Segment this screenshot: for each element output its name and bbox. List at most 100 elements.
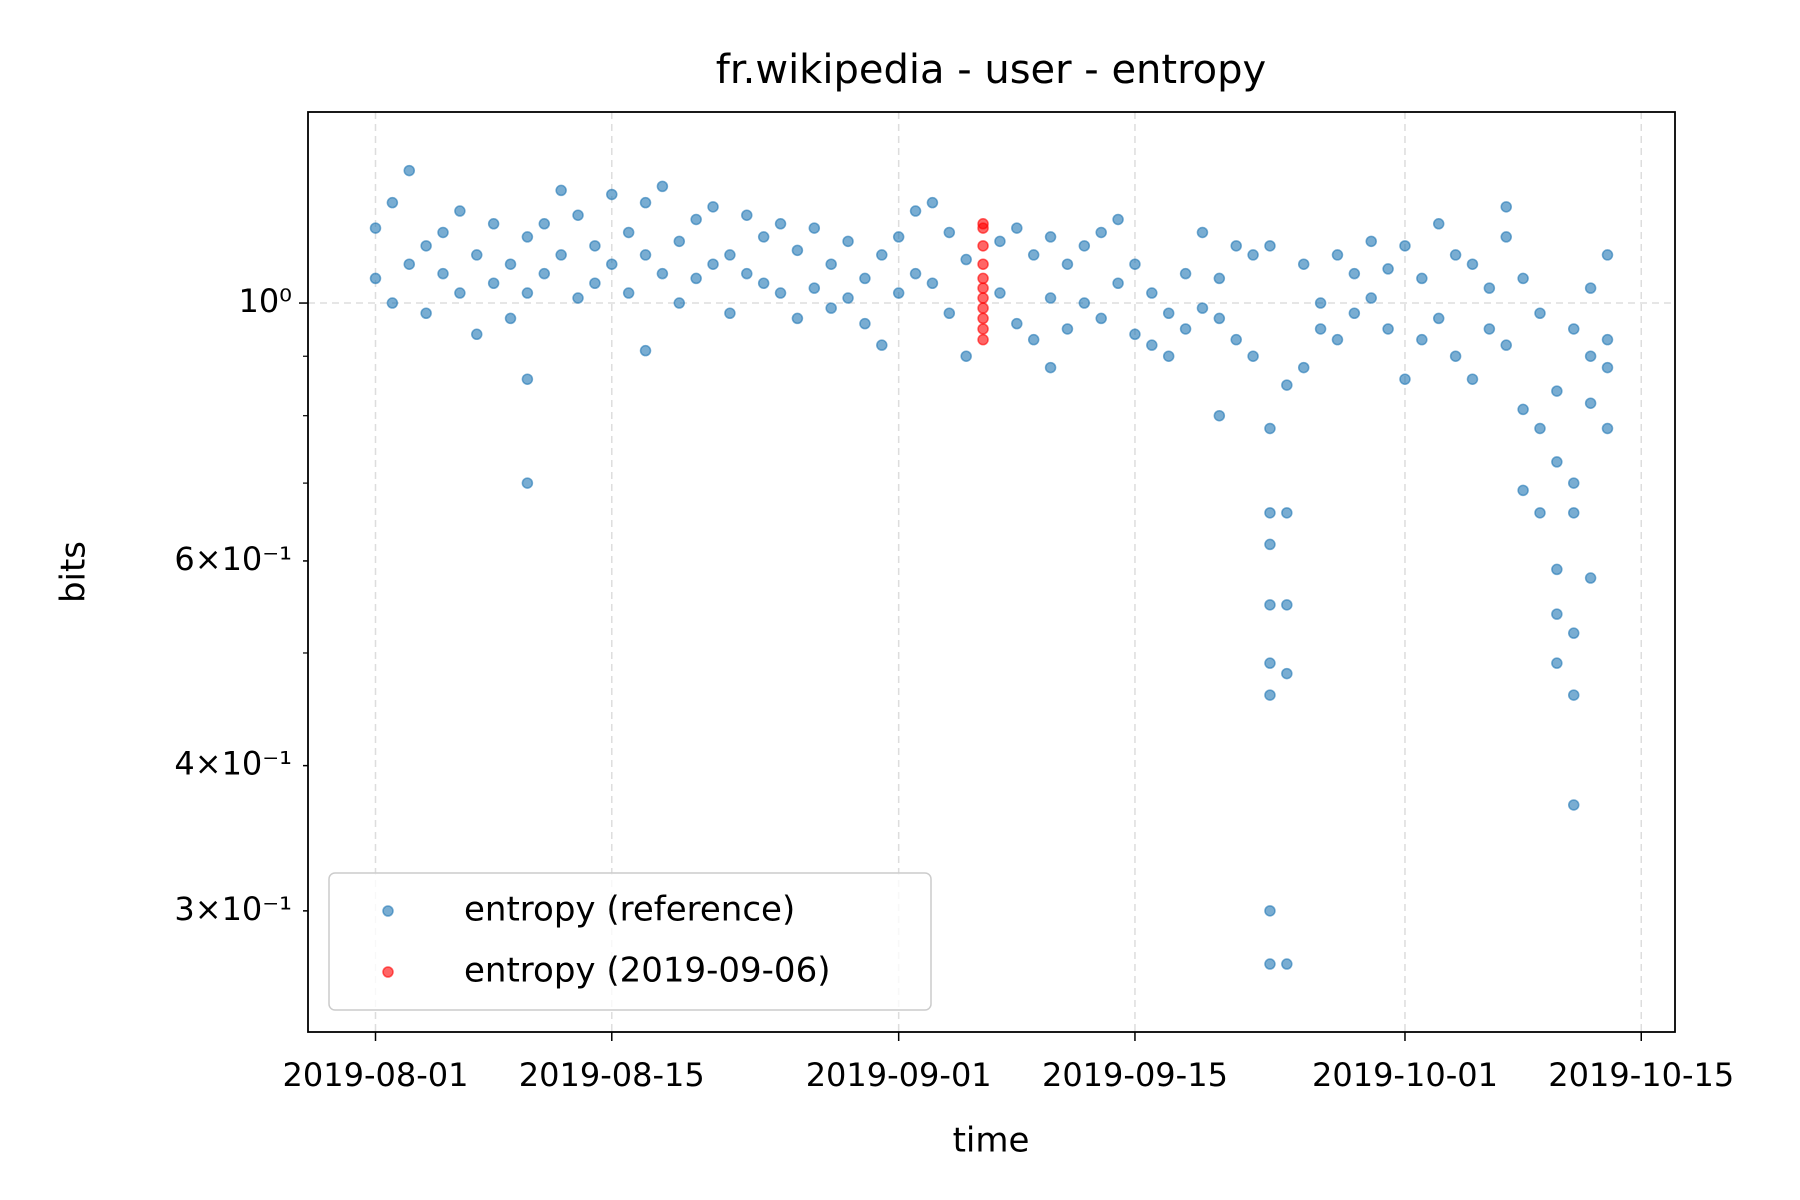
data-point — [420, 240, 432, 252]
data-point — [1567, 507, 1580, 519]
data-point — [521, 287, 534, 299]
data-point — [1095, 226, 1107, 239]
data-point — [386, 196, 399, 209]
data-point — [437, 226, 449, 239]
data-point — [487, 277, 500, 289]
data-point — [1264, 958, 1276, 970]
data-point — [1331, 333, 1344, 346]
data-point — [1551, 563, 1563, 576]
data-point — [1483, 282, 1496, 294]
data-point — [555, 184, 567, 197]
data-point — [420, 307, 432, 319]
data-point — [892, 287, 905, 299]
data-point — [403, 164, 416, 177]
legend-box — [328, 872, 932, 1011]
data-point — [1314, 323, 1327, 335]
data-point — [1213, 409, 1226, 422]
data-point — [757, 231, 770, 243]
data-point — [1281, 599, 1293, 611]
data-point — [504, 258, 517, 270]
data-point — [926, 277, 939, 289]
data-point — [1449, 249, 1462, 261]
data-point — [977, 302, 989, 314]
data-point — [1213, 272, 1226, 285]
data-point — [1264, 240, 1276, 252]
data-point — [1179, 323, 1192, 335]
data-point — [1432, 218, 1445, 230]
data-point — [622, 287, 635, 299]
y-tick-label: 6×10⁻¹ — [174, 540, 292, 578]
data-point — [1534, 307, 1546, 319]
data-point — [741, 209, 753, 221]
data-point — [1196, 302, 1209, 314]
data-point — [538, 218, 551, 230]
data-point — [842, 292, 854, 304]
data-point — [1297, 258, 1310, 270]
legend: entropy (reference) entropy (2019-09-06) — [328, 872, 932, 1011]
data-point — [757, 277, 770, 289]
data-point — [1601, 361, 1614, 374]
data-point — [606, 258, 618, 270]
data-point — [1534, 507, 1546, 519]
data-point — [1011, 222, 1023, 234]
data-point — [656, 180, 669, 193]
data-point — [639, 249, 652, 261]
data-point — [1534, 422, 1546, 435]
x-tick-label: 2019-10-01 — [1312, 1056, 1498, 1094]
legend-label: entropy (2019-09-06) — [464, 951, 830, 991]
data-point — [1466, 258, 1479, 270]
data-point — [774, 218, 787, 230]
data-point — [1027, 249, 1040, 261]
data-point — [1365, 235, 1377, 248]
data-point — [1146, 339, 1158, 351]
data-point — [1601, 422, 1614, 435]
data-point — [724, 249, 736, 261]
data-point — [1432, 312, 1445, 325]
data-point — [1584, 282, 1597, 294]
data-point — [1584, 397, 1597, 409]
data-point — [555, 249, 567, 261]
data-point — [1061, 258, 1074, 270]
data-point — [977, 258, 989, 270]
data-point — [707, 201, 719, 213]
data-point — [504, 312, 517, 325]
data-point — [808, 282, 821, 294]
data-point — [521, 231, 534, 243]
data-point — [977, 272, 989, 285]
data-point — [1078, 297, 1091, 309]
data-point — [690, 272, 702, 285]
data-point — [977, 292, 989, 304]
data-point — [1551, 608, 1563, 620]
data-point — [1348, 267, 1361, 280]
data-point — [926, 196, 939, 209]
data-point — [1129, 258, 1141, 270]
data-point — [1500, 339, 1512, 351]
data-point — [487, 218, 500, 230]
data-point — [471, 328, 483, 341]
data-point — [639, 344, 652, 357]
data-point — [977, 333, 989, 346]
data-point — [1382, 263, 1394, 275]
data-point — [1264, 657, 1276, 669]
data-point — [1517, 272, 1529, 285]
data-point — [1230, 333, 1242, 346]
data-point — [1281, 958, 1293, 970]
data-point — [1348, 307, 1361, 319]
data-point — [690, 213, 702, 226]
data-point — [1517, 484, 1529, 497]
data-point — [943, 226, 956, 239]
data-point — [1500, 231, 1512, 243]
data-point — [1365, 292, 1377, 304]
data-point — [825, 258, 837, 270]
data-point — [1095, 312, 1107, 325]
data-point — [1331, 249, 1344, 261]
data-point — [994, 235, 1006, 248]
data-point — [1078, 240, 1091, 252]
data-point — [622, 226, 635, 239]
x-axis-label: time — [953, 1121, 1030, 1161]
data-point — [943, 307, 956, 319]
data-point — [1567, 689, 1580, 701]
data-point — [589, 277, 601, 289]
